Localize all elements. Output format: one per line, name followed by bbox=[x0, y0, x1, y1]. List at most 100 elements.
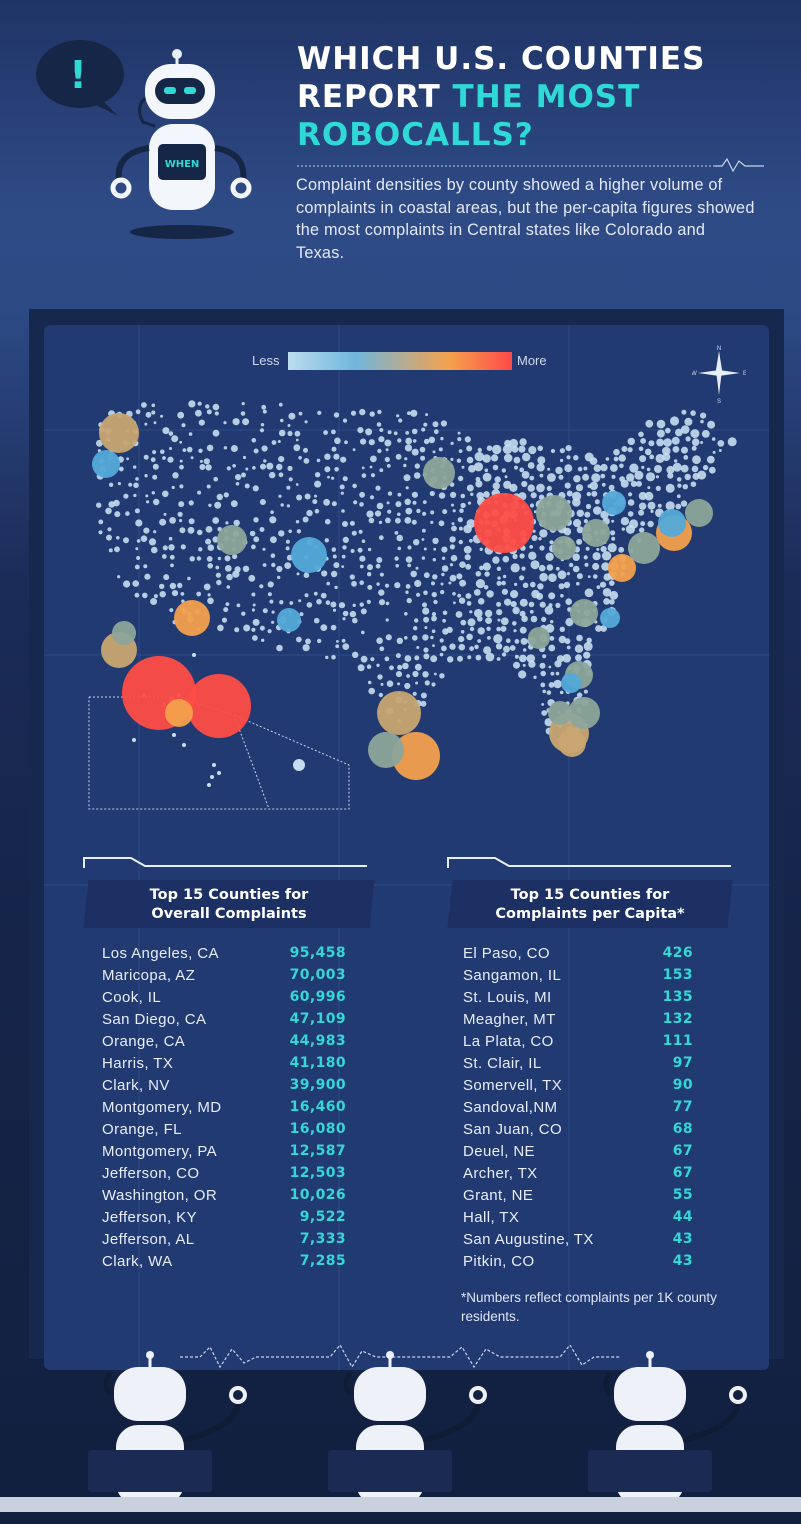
county-dot bbox=[358, 529, 363, 534]
county-dot bbox=[236, 603, 241, 608]
county-dot bbox=[252, 603, 256, 607]
per-capita-row: St. Clair, IL 97 bbox=[463, 1055, 693, 1077]
county-dot bbox=[136, 539, 141, 543]
county-dot bbox=[359, 602, 364, 607]
county-dot bbox=[126, 457, 129, 461]
desk-robot bbox=[88, 1351, 247, 1505]
county-dot bbox=[431, 682, 436, 687]
county-dot bbox=[546, 564, 554, 571]
county-dot bbox=[563, 581, 571, 589]
county-dot bbox=[558, 635, 567, 644]
county-dot bbox=[613, 448, 620, 456]
county-dot bbox=[599, 581, 607, 588]
county-dot bbox=[592, 562, 600, 571]
county-dot bbox=[422, 602, 427, 608]
county-dot bbox=[361, 630, 365, 635]
county-dot bbox=[368, 439, 375, 446]
per-capita-county-name: El Paso, CO bbox=[463, 945, 550, 962]
county-dot bbox=[593, 574, 598, 579]
county-dot bbox=[566, 490, 573, 497]
county-dot bbox=[177, 582, 183, 589]
county-dot bbox=[576, 634, 583, 642]
per-capita-row: Meagher, MT 132 bbox=[463, 1011, 693, 1033]
county-dot bbox=[697, 470, 707, 480]
county-dot bbox=[314, 472, 321, 478]
county-dot bbox=[357, 427, 364, 434]
county-dot bbox=[203, 583, 211, 591]
county-dot bbox=[187, 526, 195, 534]
county-dot bbox=[249, 530, 256, 537]
county-dot bbox=[235, 474, 242, 481]
county-dot bbox=[555, 602, 561, 608]
legend-less-label: Less bbox=[252, 353, 280, 368]
green-county-bubble bbox=[582, 519, 610, 547]
county-dot bbox=[179, 459, 183, 463]
county-dot bbox=[430, 510, 435, 515]
county-dot bbox=[701, 430, 710, 438]
robot-head bbox=[114, 1367, 186, 1421]
county-dot bbox=[671, 436, 680, 445]
county-dot bbox=[501, 588, 508, 595]
county-dot bbox=[140, 535, 148, 542]
county-dot bbox=[557, 570, 567, 580]
county-dot bbox=[276, 644, 283, 652]
county-dot bbox=[496, 657, 501, 661]
county-dot bbox=[530, 615, 538, 623]
overall-county-name: Orange, CA bbox=[102, 1033, 186, 1050]
county-dot bbox=[384, 456, 390, 463]
county-dot bbox=[207, 544, 215, 551]
county-dot bbox=[451, 503, 454, 507]
per-capita-row: El Paso, CO 426 bbox=[463, 945, 693, 967]
county-dot bbox=[477, 616, 483, 622]
county-dot bbox=[422, 500, 427, 504]
county-dot bbox=[123, 537, 129, 544]
blue-county-bubble bbox=[602, 491, 626, 515]
county-dot bbox=[314, 508, 320, 514]
county-dot bbox=[342, 536, 349, 543]
county-dot bbox=[538, 564, 546, 572]
county-dot bbox=[711, 437, 716, 441]
per-capita-county-name: Sandoval,NM bbox=[463, 1099, 558, 1116]
county-dot bbox=[620, 517, 630, 526]
county-dot bbox=[117, 482, 121, 486]
county-dot bbox=[342, 610, 349, 617]
page-title: WHICH U.S. COUNTIES REPORT THE MOST ROBO… bbox=[297, 40, 777, 154]
per-capita-row: St. Louis, MI 135 bbox=[463, 989, 693, 1011]
county-dot bbox=[267, 629, 272, 634]
overall-county-name: Cook, IL bbox=[102, 989, 162, 1006]
county-dot bbox=[242, 455, 247, 460]
county-dot bbox=[232, 418, 240, 426]
county-dot bbox=[251, 627, 256, 632]
laptop-icon bbox=[88, 1450, 212, 1492]
county-dot bbox=[316, 458, 321, 463]
county-dot bbox=[509, 483, 518, 492]
county-dot bbox=[425, 413, 429, 417]
county-dot bbox=[365, 428, 373, 436]
county-dot bbox=[559, 458, 564, 463]
county-dot bbox=[677, 483, 682, 488]
county-dot bbox=[167, 456, 174, 463]
tan-county-bubble bbox=[377, 691, 421, 735]
county-dot bbox=[452, 509, 456, 513]
county-dot bbox=[370, 473, 376, 478]
county-dot bbox=[646, 467, 651, 472]
county-dot bbox=[153, 594, 158, 599]
county-dot bbox=[125, 511, 130, 516]
county-dot bbox=[430, 655, 438, 663]
per-capita-complaint-value: 132 bbox=[662, 1011, 693, 1027]
county-dot bbox=[586, 491, 591, 497]
county-dot bbox=[327, 475, 330, 479]
county-dot bbox=[169, 608, 174, 613]
county-dot bbox=[645, 472, 656, 482]
county-dot bbox=[593, 506, 602, 515]
county-dot bbox=[215, 565, 220, 570]
county-dot bbox=[589, 457, 598, 465]
county-dot bbox=[496, 566, 502, 571]
county-dot bbox=[206, 444, 214, 452]
county-dot bbox=[232, 553, 238, 560]
county-dot bbox=[379, 468, 384, 473]
overall-row: Clark, NV 39,900 bbox=[102, 1077, 346, 1099]
county-dot bbox=[596, 585, 601, 589]
county-dot bbox=[171, 435, 179, 443]
county-dot bbox=[601, 562, 610, 571]
